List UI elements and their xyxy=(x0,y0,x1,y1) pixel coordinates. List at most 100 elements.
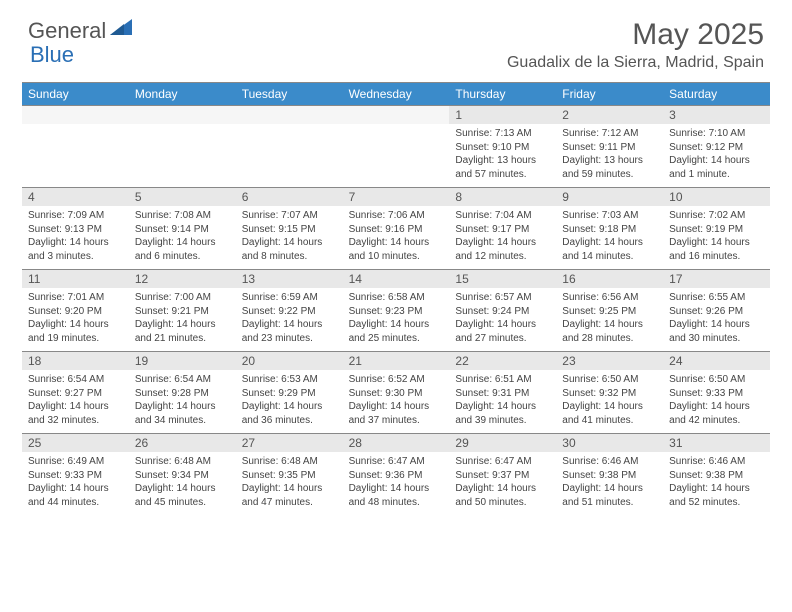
sunset-line: Sunset: 9:17 PM xyxy=(455,223,550,237)
sunset-line: Sunset: 9:38 PM xyxy=(669,469,764,483)
day-number: 2 xyxy=(556,106,663,124)
weekday-header: Wednesday xyxy=(343,83,450,105)
day-number: 8 xyxy=(449,188,556,206)
day-number: 22 xyxy=(449,352,556,370)
brand-part2: Blue xyxy=(30,42,74,68)
day-number: 3 xyxy=(663,106,770,124)
day-details: Sunrise: 6:48 AMSunset: 9:34 PMDaylight:… xyxy=(129,452,236,515)
daylight-line: Daylight: 14 hours and 41 minutes. xyxy=(562,400,657,427)
sunrise-line: Sunrise: 6:59 AM xyxy=(242,291,337,305)
daylight-line: Daylight: 14 hours and 50 minutes. xyxy=(455,482,550,509)
day-number: 4 xyxy=(22,188,129,206)
sunrise-line: Sunrise: 6:49 AM xyxy=(28,455,123,469)
daylight-line: Daylight: 13 hours and 57 minutes. xyxy=(455,154,550,181)
day-details: Sunrise: 7:12 AMSunset: 9:11 PMDaylight:… xyxy=(556,124,663,187)
day-number: 25 xyxy=(22,434,129,452)
day-number: 10 xyxy=(663,188,770,206)
sunset-line: Sunset: 9:32 PM xyxy=(562,387,657,401)
daylight-line: Daylight: 14 hours and 30 minutes. xyxy=(669,318,764,345)
weekday-header: Thursday xyxy=(449,83,556,105)
daylight-line: Daylight: 14 hours and 3 minutes. xyxy=(28,236,123,263)
weekday-header: Tuesday xyxy=(236,83,343,105)
sunset-line: Sunset: 9:12 PM xyxy=(669,141,764,155)
day-number: 24 xyxy=(663,352,770,370)
day-number: 9 xyxy=(556,188,663,206)
empty-day-details xyxy=(129,124,236,187)
day-details: Sunrise: 7:01 AMSunset: 9:20 PMDaylight:… xyxy=(22,288,129,351)
sunset-line: Sunset: 9:22 PM xyxy=(242,305,337,319)
sunrise-line: Sunrise: 6:47 AM xyxy=(349,455,444,469)
daylight-line: Daylight: 14 hours and 12 minutes. xyxy=(455,236,550,263)
day-number: 19 xyxy=(129,352,236,370)
day-number: 14 xyxy=(343,270,450,288)
day-number: 21 xyxy=(343,352,450,370)
sunset-line: Sunset: 9:23 PM xyxy=(349,305,444,319)
calendar-week: 11121314151617Sunrise: 7:01 AMSunset: 9:… xyxy=(22,269,770,351)
empty-day-number xyxy=(22,106,129,124)
brand-logo: General xyxy=(28,18,134,44)
day-details: Sunrise: 6:53 AMSunset: 9:29 PMDaylight:… xyxy=(236,370,343,433)
day-details: Sunrise: 6:46 AMSunset: 9:38 PMDaylight:… xyxy=(556,452,663,515)
day-details: Sunrise: 7:00 AMSunset: 9:21 PMDaylight:… xyxy=(129,288,236,351)
day-number: 18 xyxy=(22,352,129,370)
weekday-header: Saturday xyxy=(663,83,770,105)
sunset-line: Sunset: 9:13 PM xyxy=(28,223,123,237)
sunrise-line: Sunrise: 7:01 AM xyxy=(28,291,123,305)
day-number: 1 xyxy=(449,106,556,124)
day-number: 12 xyxy=(129,270,236,288)
day-number: 16 xyxy=(556,270,663,288)
day-number: 31 xyxy=(663,434,770,452)
daylight-line: Daylight: 13 hours and 59 minutes. xyxy=(562,154,657,181)
empty-day-number xyxy=(129,106,236,124)
sunrise-line: Sunrise: 6:58 AM xyxy=(349,291,444,305)
daylight-line: Daylight: 14 hours and 28 minutes. xyxy=(562,318,657,345)
sunset-line: Sunset: 9:25 PM xyxy=(562,305,657,319)
sunset-line: Sunset: 9:26 PM xyxy=(669,305,764,319)
sunrise-line: Sunrise: 7:04 AM xyxy=(455,209,550,223)
calendar-week: 45678910Sunrise: 7:09 AMSunset: 9:13 PMD… xyxy=(22,187,770,269)
empty-day-details xyxy=(22,124,129,187)
day-details: Sunrise: 6:50 AMSunset: 9:32 PMDaylight:… xyxy=(556,370,663,433)
sunrise-line: Sunrise: 7:10 AM xyxy=(669,127,764,141)
sunset-line: Sunset: 9:10 PM xyxy=(455,141,550,155)
sunrise-line: Sunrise: 6:48 AM xyxy=(135,455,230,469)
sunrise-line: Sunrise: 6:54 AM xyxy=(135,373,230,387)
brand-triangle-icon xyxy=(110,19,132,37)
daylight-line: Daylight: 14 hours and 14 minutes. xyxy=(562,236,657,263)
day-details: Sunrise: 7:10 AMSunset: 9:12 PMDaylight:… xyxy=(663,124,770,187)
day-details: Sunrise: 7:13 AMSunset: 9:10 PMDaylight:… xyxy=(449,124,556,187)
daylight-line: Daylight: 14 hours and 51 minutes. xyxy=(562,482,657,509)
daylight-line: Daylight: 14 hours and 19 minutes. xyxy=(28,318,123,345)
sunset-line: Sunset: 9:35 PM xyxy=(242,469,337,483)
day-details: Sunrise: 7:07 AMSunset: 9:15 PMDaylight:… xyxy=(236,206,343,269)
day-details: Sunrise: 7:09 AMSunset: 9:13 PMDaylight:… xyxy=(22,206,129,269)
sunset-line: Sunset: 9:37 PM xyxy=(455,469,550,483)
day-details: Sunrise: 6:52 AMSunset: 9:30 PMDaylight:… xyxy=(343,370,450,433)
sunrise-line: Sunrise: 6:51 AM xyxy=(455,373,550,387)
day-details: Sunrise: 6:50 AMSunset: 9:33 PMDaylight:… xyxy=(663,370,770,433)
day-number: 6 xyxy=(236,188,343,206)
sunrise-line: Sunrise: 7:09 AM xyxy=(28,209,123,223)
day-number: 23 xyxy=(556,352,663,370)
sunset-line: Sunset: 9:34 PM xyxy=(135,469,230,483)
day-details: Sunrise: 7:04 AMSunset: 9:17 PMDaylight:… xyxy=(449,206,556,269)
day-number: 11 xyxy=(22,270,129,288)
daylight-line: Daylight: 14 hours and 34 minutes. xyxy=(135,400,230,427)
sunrise-line: Sunrise: 6:46 AM xyxy=(669,455,764,469)
sunset-line: Sunset: 9:38 PM xyxy=(562,469,657,483)
day-details: Sunrise: 6:47 AMSunset: 9:36 PMDaylight:… xyxy=(343,452,450,515)
day-number: 26 xyxy=(129,434,236,452)
daylight-line: Daylight: 14 hours and 32 minutes. xyxy=(28,400,123,427)
sunrise-line: Sunrise: 7:00 AM xyxy=(135,291,230,305)
day-number: 27 xyxy=(236,434,343,452)
day-details: Sunrise: 7:08 AMSunset: 9:14 PMDaylight:… xyxy=(129,206,236,269)
sunrise-line: Sunrise: 6:56 AM xyxy=(562,291,657,305)
daylight-line: Daylight: 14 hours and 21 minutes. xyxy=(135,318,230,345)
day-number: 30 xyxy=(556,434,663,452)
sunrise-line: Sunrise: 6:55 AM xyxy=(669,291,764,305)
calendar: SundayMondayTuesdayWednesdayThursdayFrid… xyxy=(22,82,770,515)
sunset-line: Sunset: 9:20 PM xyxy=(28,305,123,319)
day-number: 15 xyxy=(449,270,556,288)
month-title: May 2025 xyxy=(507,18,764,52)
daylight-line: Daylight: 14 hours and 16 minutes. xyxy=(669,236,764,263)
